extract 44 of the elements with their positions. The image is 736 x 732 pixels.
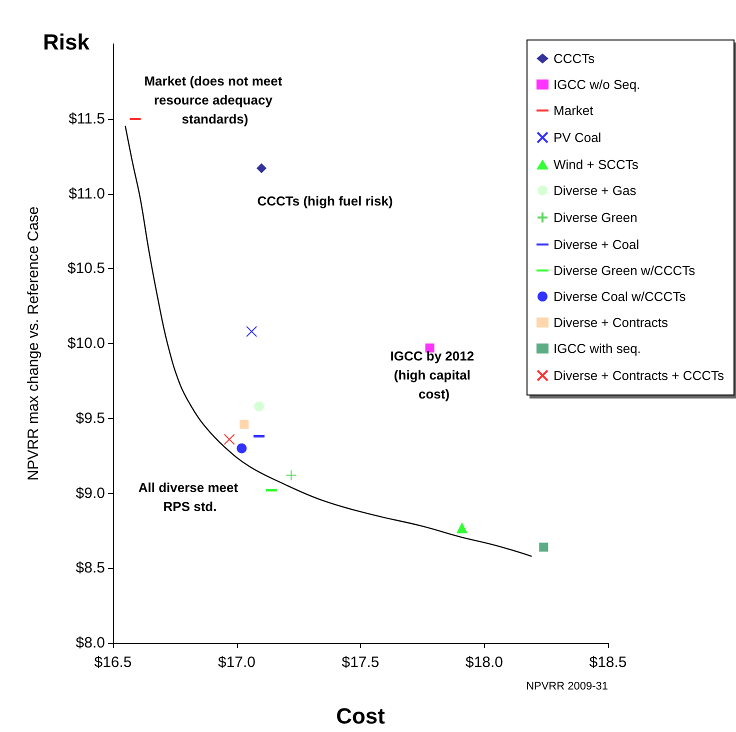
legend-label: IGCC with seq. — [554, 341, 641, 356]
point — [246, 326, 258, 338]
legend-label: IGCC w/o Seq. — [554, 77, 640, 92]
y-axis-title: NPVRR max change vs. Reference Case — [25, 206, 42, 481]
y-tick-label: $10.0 — [67, 335, 105, 352]
y-tick-label: $9.5 — [76, 410, 105, 427]
x-tick-label: $17.0 — [218, 654, 256, 671]
y-tick-label: $9.0 — [76, 484, 105, 502]
point — [240, 420, 249, 429]
legend-label: Diverse + Contracts — [554, 315, 669, 330]
legend-label: Diverse + Coal — [554, 237, 640, 252]
y-tick-label: $11.0 — [68, 185, 105, 202]
legend-label: Diverse Coal w/CCCTs — [554, 289, 686, 304]
point — [456, 522, 468, 534]
legend-label: Diverse Green — [554, 210, 638, 225]
point — [256, 163, 266, 174]
x-tick-label: $17.5 — [342, 654, 380, 671]
legend-label: Diverse Green w/CCCTs — [554, 263, 696, 278]
chart-title: Risk — [43, 30, 90, 54]
y-tick-label: $8.5 — [76, 560, 105, 577]
x-tick-label: $16.5 — [94, 654, 132, 671]
legend-label: Market — [554, 103, 594, 118]
legend-label: CCCTs — [554, 51, 596, 66]
y-tick-label: $11.5 — [68, 110, 105, 128]
x-axis-title: Cost — [336, 704, 386, 728]
x-tick-label: $18.5 — [589, 654, 627, 671]
y-tick-label: $8.0 — [76, 634, 105, 652]
point — [236, 443, 247, 454]
legend-label: Diverse + Gas — [554, 183, 637, 198]
annotation: IGCC by 2012 (high capital cost) — [390, 348, 478, 402]
x-tick-label: $18.0 — [465, 654, 504, 671]
legend-label: Diverse + Contracts + CCCTs — [554, 368, 724, 383]
y-tick-label: $10.5 — [67, 260, 105, 278]
legend-label: Wind + SCCTs — [554, 157, 639, 172]
point — [286, 470, 297, 481]
point — [539, 542, 548, 552]
point — [224, 434, 235, 445]
annotation: Market (does not meet resource adequacy standards) — [144, 74, 286, 126]
annotation: All diverse meet RPS std. — [138, 480, 242, 514]
text: NPVRR 2009-31 — [526, 680, 608, 692]
annotation: CCCTs (high fuel risk) — [257, 194, 393, 208]
line-series — [124, 126, 532, 557]
point — [254, 401, 264, 412]
legend-label: PV Coal — [554, 130, 602, 145]
